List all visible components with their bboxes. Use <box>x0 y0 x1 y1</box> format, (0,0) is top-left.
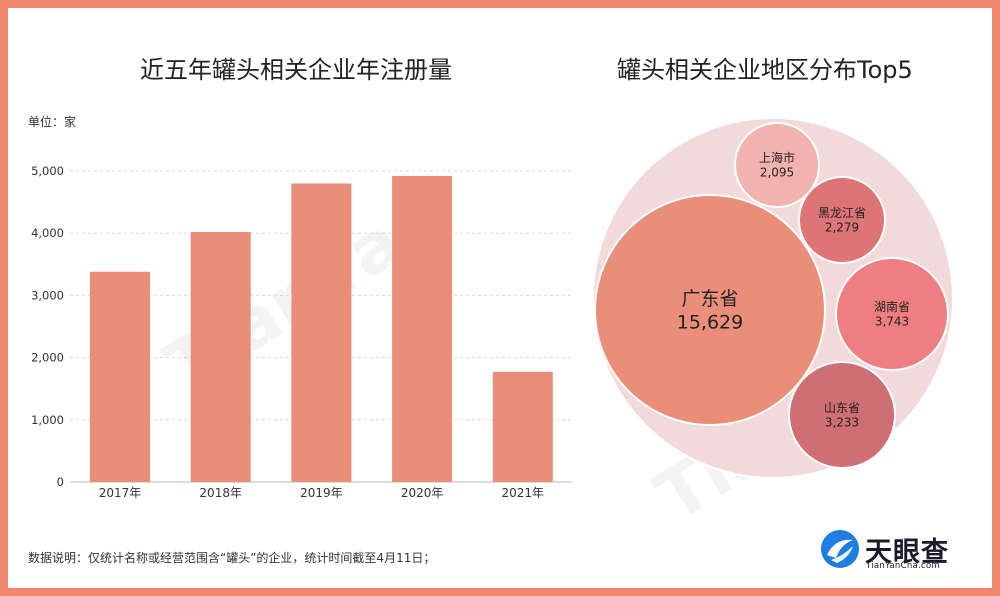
bubble-value: 2,279 <box>825 221 859 235</box>
logo-name: 天眼查 <box>865 537 949 568</box>
y-tick-label: 0 <box>57 475 64 489</box>
bubble-value: 2,095 <box>760 166 794 180</box>
x-tick-label: 2017年 <box>99 486 142 500</box>
y-tick-label: 4,000 <box>31 226 64 240</box>
tianyancha-logo: 天眼查 TianYanCha.com <box>819 528 969 572</box>
x-tick-label: 2021年 <box>502 486 545 500</box>
bar <box>90 271 150 482</box>
bubble-value: 3,743 <box>875 315 909 329</box>
bubble <box>835 257 949 371</box>
y-tick-label: 2,000 <box>31 351 64 365</box>
bubble-chart-title: 罐头相关企业地区分布Top5 <box>617 56 913 84</box>
logo-mark-icon <box>821 530 859 568</box>
x-tick-label: 2018年 <box>199 486 242 500</box>
footnote: 数据说明：仅统计名称或经营范围含“罐头”的企业，统计时间截至4月11日； <box>28 551 436 565</box>
bubble-label: 黑龙江省 <box>818 206 866 220</box>
bubble-label: 广东省 <box>681 288 738 310</box>
bubble-label: 山东省 <box>824 401 860 415</box>
y-tick-label: 3,000 <box>31 288 64 302</box>
bar-chart-title: 近五年罐头相关企业年注册量 <box>140 56 452 84</box>
bar <box>492 371 553 482</box>
bubble-label: 上海市 <box>759 150 795 165</box>
bubble-value: 3,233 <box>825 416 859 430</box>
bubble-label: 湖南省 <box>874 299 910 314</box>
bubble <box>734 122 820 208</box>
bubble <box>788 361 896 469</box>
bar <box>190 231 251 482</box>
bubble-value: 15,629 <box>677 311 743 333</box>
y-tick-label: 5,000 <box>31 164 64 178</box>
logo-domain: TianYanCha.com <box>866 561 941 571</box>
x-tick-label: 2020年 <box>401 486 444 500</box>
y-tick-label: 1,000 <box>31 413 64 427</box>
x-tick-label: 2019年 <box>300 486 343 500</box>
bubble <box>594 194 826 426</box>
bar <box>291 183 352 482</box>
bar <box>392 175 453 482</box>
unit-label: 单位：家 <box>28 115 77 129</box>
bubble <box>798 176 886 264</box>
